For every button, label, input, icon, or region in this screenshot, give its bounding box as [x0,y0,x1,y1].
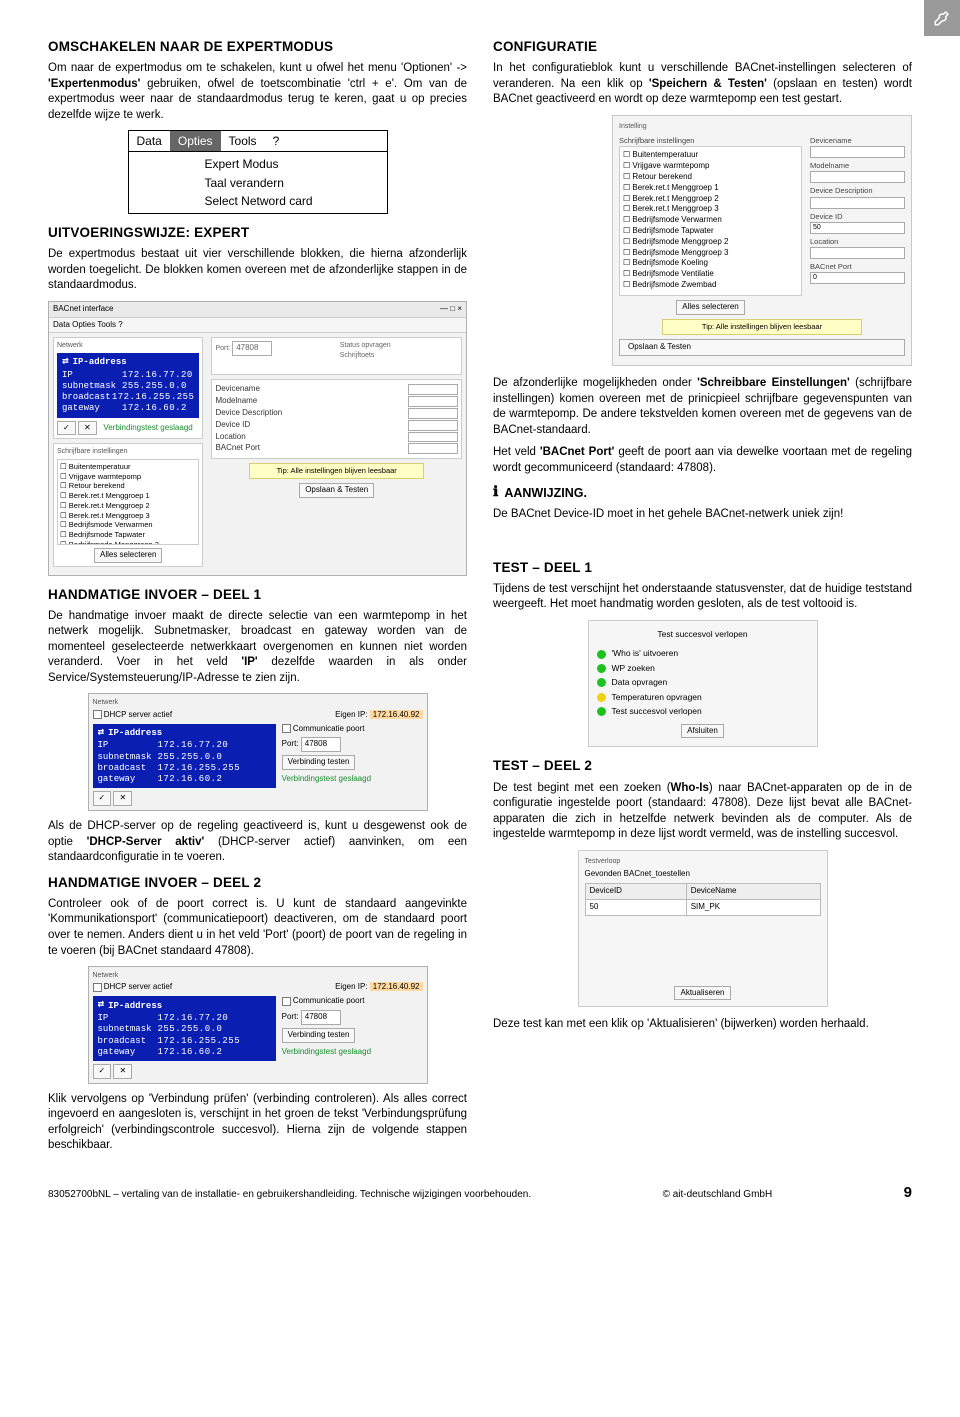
heading-test2: TEST – DEEL 2 [493,757,912,775]
para: In het configuratieblok kunt u verschill… [493,61,912,108]
para: De handmatige invoer maakt de directe se… [48,609,467,687]
para: De afzonderlijke mogelijkheden onder 'Sc… [493,376,912,438]
config-panel: Instelling Schrijfbare instellingen ☐ Bu… [612,115,912,366]
menu-option: Taal verandern [205,174,381,192]
menu-option: Select Netword card [205,192,381,210]
heading-configuratie: CONFIGURATIE [493,38,912,56]
info-icon: ℹ [493,484,498,503]
footer-copyright: © ait-deutschland GmbH [663,1188,773,1202]
page-number: 9 [904,1183,912,1203]
para: Controleer ook of de poort correct is. U… [48,897,467,959]
para: De BACnet Device-ID moet in het gehele B… [493,507,912,523]
para: Klik vervolgens op 'Verbindung prüfen' (… [48,1092,467,1154]
device-panel: Testverloop Gevonden BACnet_toestellen D… [578,850,828,1008]
menu-diagram: Data Opties Tools ? Expert Modus Taal ve… [128,130,388,214]
save-test-button: Opslaan & Testen [619,339,905,356]
para: Deze test kan met een klik op 'Aktualisi… [493,1017,912,1033]
wrench-icon [924,0,960,36]
device-table: DeviceIDDeviceName 50SIM_PK [585,883,821,916]
menubar-item: Tools [221,131,265,151]
ip-panel: ⇄IP-address IP172.16.77.20 subnetmask255… [57,353,199,418]
note-heading: ℹ AANWIJZING. [493,484,912,503]
heading-handmatig1: HANDMATIGE INVOER – DEEL 1 [48,586,467,604]
app-screenshot-expert: BACnet interface— □ × Data Opties Tools … [48,301,467,576]
heading-uitvoering: UITVOERINGSWIJZE: EXPERT [48,224,467,242]
heading-handmatig2: HANDMATIGE INVOER – DEEL 2 [48,874,467,892]
menubar-item-selected: Opties [170,131,221,151]
page-footer: 83052700bNL – vertaling van de installat… [48,1183,912,1203]
test-status-panel: Test succesvol verlopen 'Who is' uitvoer… [588,620,818,748]
para: De test begint met een zoeken (Who-Is) n… [493,781,912,843]
menubar-item: ? [265,131,288,151]
heading-expertmode: OMSCHAKELEN NAAR DE EXPERTMODUS [48,38,467,56]
para: Als de DHCP-server op de regeling geacti… [48,819,467,866]
network-panel-1: Netwerk DHCP server actief Eigen IP: 172… [88,693,428,811]
network-panel-2: Netwerk DHCP server actief Eigen IP: 172… [88,966,428,1084]
footer-docid: 83052700bNL – vertaling van de installat… [48,1188,531,1202]
menubar-item: Data [129,131,170,151]
para: De expertmodus bestaat uit vier verschil… [48,247,467,294]
para: Om naar de expertmodus om te schakelen, … [48,61,467,123]
para: Tijdens de test verschijnt het onderstaa… [493,582,912,613]
heading-test1: TEST – DEEL 1 [493,559,912,577]
menu-option: Expert Modus [205,155,381,173]
para: Het veld 'BACnet Port' geeft de poort aa… [493,445,912,476]
